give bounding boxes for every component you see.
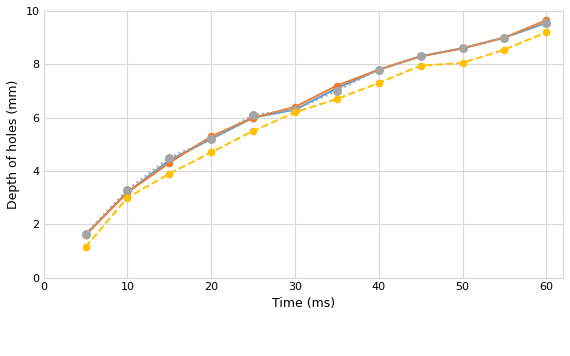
X-axis label: Time (ms): Time (ms)	[272, 297, 335, 310]
Y-axis label: Depth of holes (mm): Depth of holes (mm)	[7, 80, 20, 209]
